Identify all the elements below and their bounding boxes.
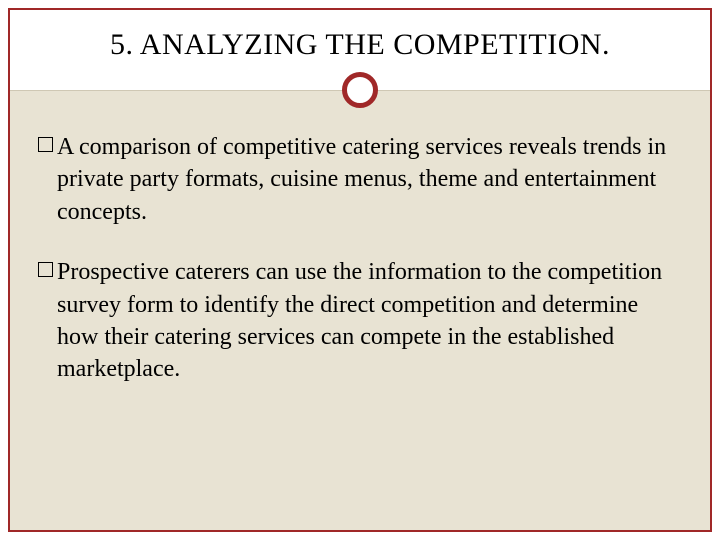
bullet-text: Prospective caterers can use the informa… — [57, 256, 682, 386]
slide-container: 5. ANALYZING THE COMPETITION. A comparis… — [0, 0, 720, 540]
bullet-text: A comparison of competitive catering ser… — [57, 131, 682, 228]
circle-divider-icon — [342, 72, 378, 108]
square-bullet-icon — [38, 262, 53, 277]
slide-frame: 5. ANALYZING THE COMPETITION. A comparis… — [8, 8, 712, 532]
square-bullet-icon — [38, 137, 53, 152]
bullet-item: A comparison of competitive catering ser… — [38, 131, 682, 228]
title-area: 5. ANALYZING THE COMPETITION. — [10, 10, 710, 91]
slide-title: 5. ANALYZING THE COMPETITION. — [30, 28, 690, 62]
bullet-item: Prospective caterers can use the informa… — [38, 256, 682, 386]
content-area: A comparison of competitive catering ser… — [10, 91, 710, 434]
